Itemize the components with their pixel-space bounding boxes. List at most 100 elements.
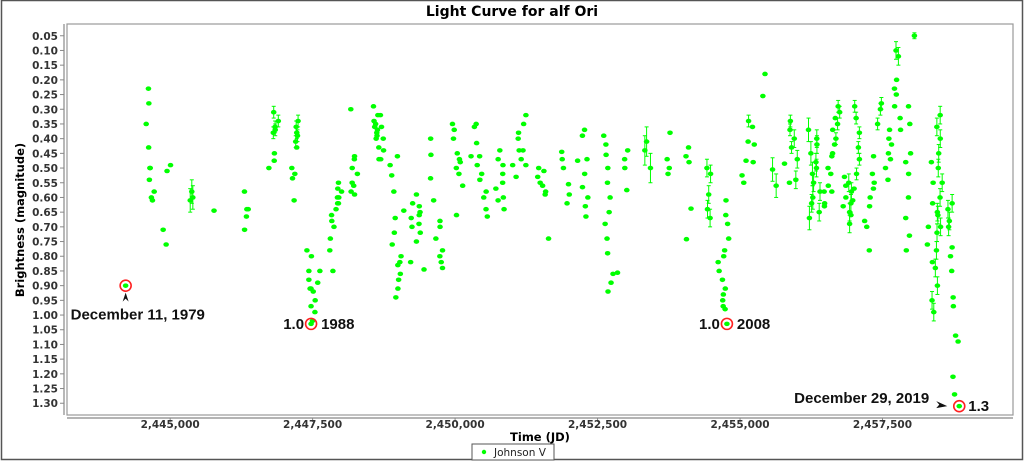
data-point: [146, 177, 153, 183]
data-point: [688, 206, 694, 211]
x-tick-label: 2,452,500: [568, 419, 627, 431]
data-point: [376, 145, 382, 150]
data-point: [338, 189, 345, 194]
plot-area: [66, 23, 1014, 416]
data-point: [564, 201, 570, 206]
data-point: [348, 189, 354, 194]
data-point: [861, 218, 868, 224]
data-point: [499, 171, 506, 177]
data-point: [906, 233, 913, 238]
y-tick-label: 1.10: [32, 339, 58, 351]
y-tick-label: 0.50: [32, 163, 58, 175]
data-point: [950, 295, 956, 300]
data-point: [604, 180, 611, 186]
data-point: [808, 151, 814, 156]
data-point: [266, 165, 272, 171]
data-point: [762, 71, 768, 77]
data-point: [560, 165, 567, 171]
data-point: [583, 214, 589, 219]
data-point: [545, 236, 552, 241]
data-point: [243, 214, 250, 219]
data-point: [523, 162, 529, 168]
data-point: [870, 186, 877, 191]
data-point: [866, 248, 873, 253]
data-point: [484, 214, 491, 219]
data-point: [903, 248, 910, 253]
x-tick-label: 2,450,000: [426, 419, 485, 431]
data-point: [603, 152, 609, 158]
data-point: [848, 212, 854, 218]
data-point: [949, 201, 955, 206]
data-point: [805, 127, 812, 133]
data-point: [456, 171, 462, 177]
data-point: [293, 124, 299, 130]
data-point: [814, 142, 820, 147]
data-point: [722, 212, 729, 218]
data-point: [808, 201, 815, 206]
data-point: [350, 183, 357, 188]
data-point: [934, 209, 941, 215]
data-point: [810, 180, 817, 186]
data-point: [151, 189, 157, 194]
data-point: [407, 259, 414, 265]
data-point: [454, 151, 461, 156]
data-point: [683, 153, 689, 159]
data-point: [272, 124, 278, 130]
data-point: [495, 156, 501, 162]
data-point: [888, 142, 895, 147]
arrow-right-icon: [936, 401, 948, 409]
data-point: [387, 162, 393, 168]
data-point: [541, 168, 547, 174]
data-point: [478, 171, 485, 177]
data-point: [145, 86, 152, 91]
data-point: [270, 109, 277, 115]
data-point: [471, 124, 478, 130]
data-point: [869, 171, 876, 177]
data-point: [499, 180, 506, 186]
data-point: [932, 265, 939, 271]
data-point: [608, 280, 614, 286]
data-point: [893, 77, 900, 83]
data-point: [925, 224, 932, 230]
y-tick-label: 0.05: [32, 31, 58, 43]
data-point: [566, 192, 573, 197]
data-point: [520, 148, 526, 153]
data-point: [871, 180, 877, 186]
data-point: [939, 180, 945, 186]
data-point: [585, 195, 591, 200]
y-tick-label: 1.25: [32, 384, 58, 396]
data-point: [306, 277, 312, 283]
data-point: [788, 145, 795, 150]
y-tick-label: 0.15: [32, 60, 58, 72]
data-point: [164, 168, 170, 174]
data-point: [951, 392, 958, 397]
data-point: [476, 153, 483, 159]
data-point: [813, 165, 820, 171]
data-point: [853, 115, 859, 121]
data-point: [377, 156, 384, 162]
data-point: [336, 195, 342, 200]
highlight-circle: [119, 279, 132, 292]
data-point: [863, 224, 870, 230]
data-point: [624, 148, 631, 153]
data-point: [665, 171, 671, 177]
highlight-circle: [952, 399, 966, 413]
data-point: [829, 153, 835, 159]
data-point: [453, 165, 460, 171]
data-point: [241, 227, 248, 233]
data-point: [558, 149, 565, 155]
data-point: [190, 195, 196, 200]
data-point: [413, 192, 420, 197]
data-point: [380, 148, 387, 153]
data-point: [312, 298, 318, 303]
data-point: [439, 265, 446, 271]
data-point: [501, 206, 507, 212]
data-point: [946, 218, 953, 224]
data-point: [449, 121, 456, 127]
data-point: [948, 268, 955, 274]
data-point: [821, 189, 827, 194]
data-point: [833, 136, 839, 141]
data-point: [707, 171, 714, 177]
data-point: [929, 298, 935, 303]
